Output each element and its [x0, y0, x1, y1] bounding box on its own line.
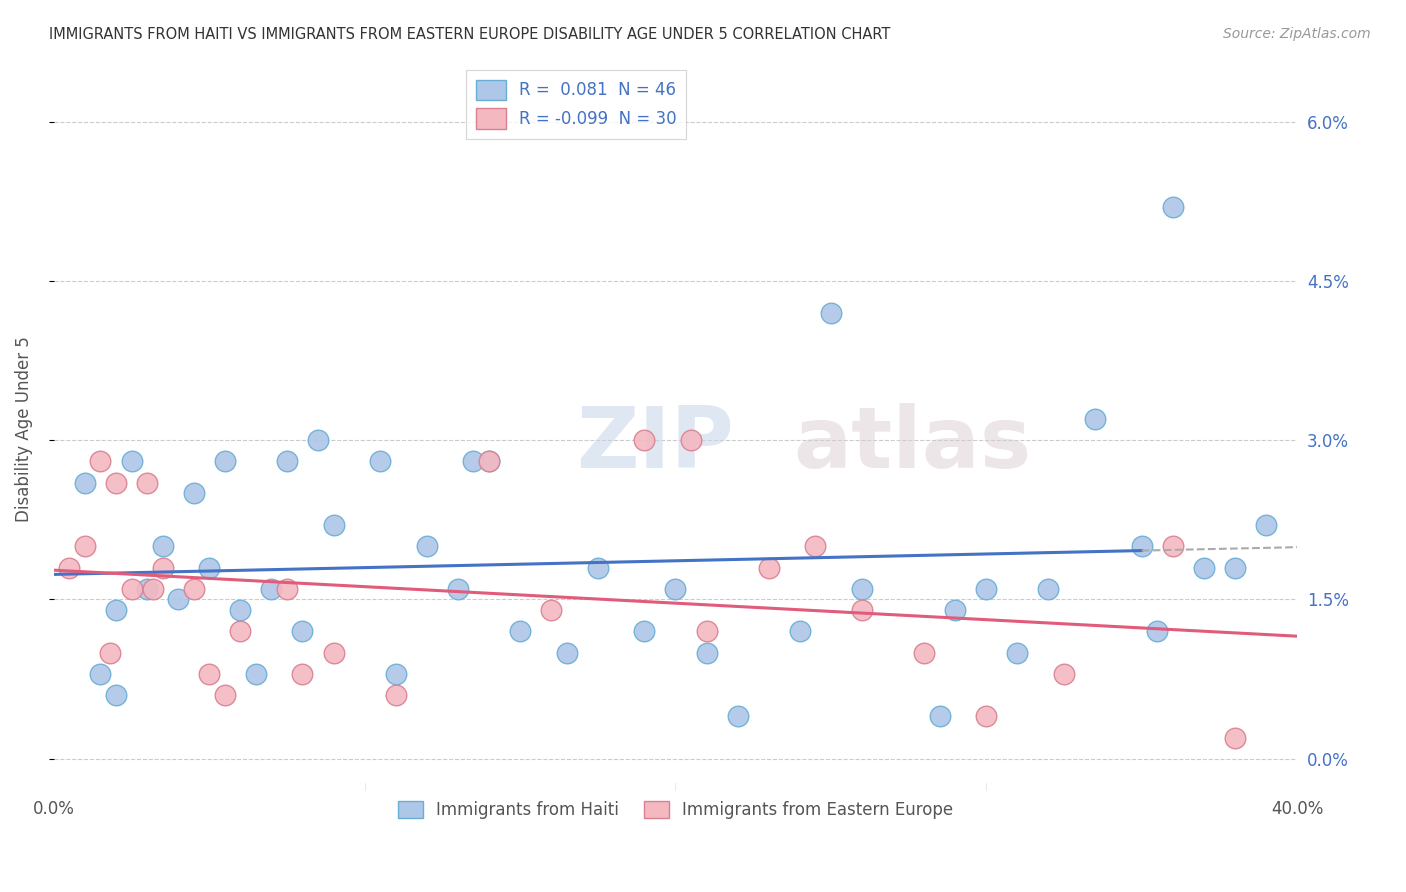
Y-axis label: Disability Age Under 5: Disability Age Under 5 [15, 336, 32, 523]
Point [291, 666, 314, 681]
Point [368, 454, 391, 468]
Point [1146, 624, 1168, 639]
Point [121, 582, 143, 596]
Point [1192, 560, 1215, 574]
Point [1161, 200, 1184, 214]
Point [214, 454, 236, 468]
Point [851, 603, 873, 617]
Point [804, 540, 827, 554]
Point [276, 454, 298, 468]
Point [1084, 412, 1107, 426]
Text: Source: ZipAtlas.com: Source: ZipAtlas.com [1223, 27, 1371, 41]
Point [73, 540, 96, 554]
Point [229, 624, 252, 639]
Point [322, 518, 344, 533]
Point [105, 475, 128, 490]
Point [167, 592, 190, 607]
Point [198, 666, 221, 681]
Point [142, 582, 165, 596]
Point [152, 540, 174, 554]
Point [943, 603, 966, 617]
Point [1038, 582, 1060, 596]
Point [58, 560, 80, 574]
Point [105, 603, 128, 617]
Point [478, 454, 501, 468]
Point [307, 433, 329, 447]
Point [727, 709, 749, 723]
Point [121, 454, 143, 468]
Point [679, 433, 702, 447]
Point [974, 709, 997, 723]
Point [105, 688, 128, 702]
Point [1254, 518, 1277, 533]
Text: IMMIGRANTS FROM HAITI VS IMMIGRANTS FROM EASTERN EUROPE DISABILITY AGE UNDER 5 C: IMMIGRANTS FROM HAITI VS IMMIGRANTS FROM… [49, 27, 890, 42]
Point [136, 582, 159, 596]
Point [509, 624, 531, 639]
Point [696, 646, 718, 660]
Point [136, 475, 159, 490]
Point [183, 486, 205, 500]
Text: ZIP: ZIP [576, 402, 734, 485]
Point [633, 624, 655, 639]
Point [1130, 540, 1153, 554]
Point [73, 475, 96, 490]
Point [1007, 646, 1029, 660]
Point [478, 454, 501, 468]
Point [1223, 731, 1246, 745]
Point [758, 560, 780, 574]
Point [1223, 560, 1246, 574]
Point [447, 582, 470, 596]
Point [384, 666, 406, 681]
Point [664, 582, 686, 596]
Point [260, 582, 283, 596]
Point [1161, 540, 1184, 554]
Point [974, 582, 997, 596]
Point [633, 433, 655, 447]
Point [820, 306, 842, 320]
Point [183, 582, 205, 596]
Point [384, 688, 406, 702]
Point [586, 560, 609, 574]
Point [463, 454, 485, 468]
Point [198, 560, 221, 574]
Point [540, 603, 562, 617]
Point [912, 646, 935, 660]
Text: atlas: atlas [793, 402, 1032, 485]
Point [291, 624, 314, 639]
Legend: Immigrants from Haiti, Immigrants from Eastern Europe: Immigrants from Haiti, Immigrants from E… [391, 794, 960, 826]
Point [229, 603, 252, 617]
Point [322, 646, 344, 660]
Point [789, 624, 811, 639]
Point [416, 540, 439, 554]
Point [245, 666, 267, 681]
Point [696, 624, 718, 639]
Point [555, 646, 578, 660]
Point [89, 454, 111, 468]
Point [152, 560, 174, 574]
Point [928, 709, 950, 723]
Point [98, 646, 121, 660]
Point [214, 688, 236, 702]
Point [276, 582, 298, 596]
Point [89, 666, 111, 681]
Point [851, 582, 873, 596]
Point [1053, 666, 1076, 681]
